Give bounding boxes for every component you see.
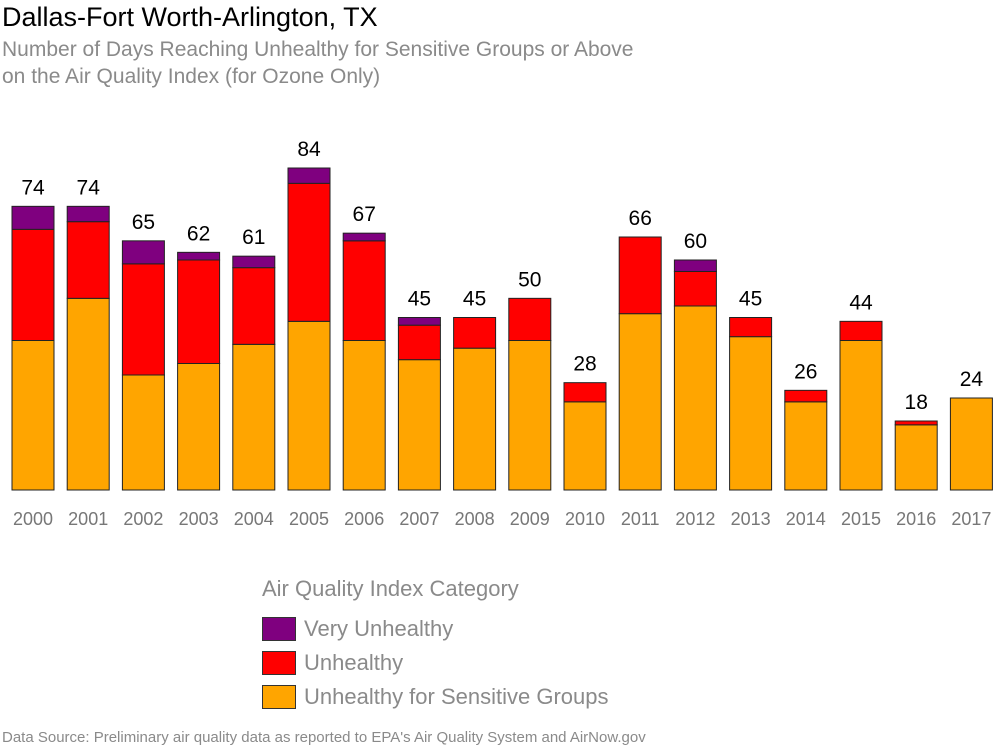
legend-item-unhealthy: Unhealthy: [262, 646, 609, 680]
legend-swatch-unhealthy-sensitive: [262, 685, 296, 709]
x-tick-label-2007: 2007: [399, 509, 439, 529]
legend-label-unhealthy-sensitive: Unhealthy for Sensitive Groups: [304, 684, 609, 709]
bar-segment-2007-unhealthy-for-sensitive-groups: [397, 359, 441, 491]
total-label-2017: 24: [960, 368, 984, 391]
x-tick-label-2010: 2010: [565, 509, 605, 529]
x-tick-label-2017: 2017: [951, 509, 991, 529]
legend-item-very-unhealthy: Very Unhealthy: [262, 612, 609, 646]
bar-segment-2013-unhealthy: [729, 317, 773, 338]
bar-segment-2003-unhealthy-for-sensitive-groups: [177, 363, 221, 491]
x-tick-label-2016: 2016: [896, 509, 936, 529]
x-tick-label-2014: 2014: [786, 509, 826, 529]
bar-segment-2002-very-unhealthy: [121, 240, 165, 265]
bar-segment-2004-unhealthy: [232, 267, 276, 345]
total-label-2006: 67: [353, 203, 376, 226]
total-label-2013: 45: [739, 288, 762, 311]
bar-segment-2005-unhealthy: [287, 182, 331, 322]
legend-swatch-very-unhealthy: [262, 617, 296, 641]
bar-segment-2008-unhealthy: [453, 317, 497, 349]
legend: Air Quality Index Category Very Unhealth…: [262, 576, 609, 714]
bar-segment-2001-very-unhealthy: [66, 205, 110, 223]
bar-segment-2016-unhealthy-for-sensitive-groups: [894, 424, 938, 491]
bar-segment-2005-unhealthy-for-sensitive-groups: [287, 320, 331, 491]
bar-segment-2000-unhealthy: [11, 228, 55, 341]
x-tick-label-2003: 2003: [179, 509, 219, 529]
bar-segment-2011-unhealthy-for-sensitive-groups: [618, 313, 662, 491]
x-tick-label-2008: 2008: [455, 509, 495, 529]
bar-segment-2012-unhealthy: [673, 271, 717, 307]
bar-segment-2009-unhealthy: [508, 297, 552, 342]
x-tick-label-2005: 2005: [289, 509, 329, 529]
bar-segment-2010-unhealthy: [563, 382, 607, 403]
bar-segment-2016-unhealthy: [894, 420, 938, 426]
bar-segment-2012-very-unhealthy: [673, 259, 717, 272]
x-tick-label-2013: 2013: [731, 509, 771, 529]
total-label-2004: 61: [242, 226, 265, 249]
x-tick-label-2004: 2004: [234, 509, 274, 529]
bar-segment-2003-unhealthy: [177, 259, 221, 364]
x-tick-label-2006: 2006: [344, 509, 384, 529]
bar-segment-2004-very-unhealthy: [232, 255, 276, 269]
legend-title: Air Quality Index Category: [262, 576, 519, 601]
total-label-2016: 18: [905, 391, 928, 414]
total-label-2010: 28: [573, 353, 596, 376]
total-label-2009: 50: [518, 268, 541, 291]
x-tick-label-2011: 2011: [621, 509, 660, 529]
total-label-2001: 74: [77, 176, 101, 199]
x-tick-label-2015: 2015: [841, 509, 881, 529]
bar-segment-2007-very-unhealthy: [397, 317, 441, 326]
subtitle-line-2: on the Air Quality Index (for Ozone Only…: [2, 65, 381, 88]
total-label-2015: 44: [849, 291, 873, 314]
total-label-2003: 62: [187, 222, 210, 245]
legend-swatch-unhealthy: [262, 651, 296, 675]
bar-segment-2014-unhealthy-for-sensitive-groups: [784, 401, 828, 491]
bar-segment-2012-unhealthy-for-sensitive-groups: [673, 305, 717, 491]
total-label-2008: 45: [463, 288, 486, 311]
bar-segment-2000-very-unhealthy: [11, 205, 55, 230]
total-label-2012: 60: [684, 230, 707, 253]
chart-subtitle: Number of Days Reaching Unhealthy for Se…: [2, 36, 762, 90]
bar-segment-2006-unhealthy-for-sensitive-groups: [342, 340, 386, 491]
bar-segment-2015-unhealthy-for-sensitive-groups: [839, 340, 883, 491]
bar-segment-2008-unhealthy-for-sensitive-groups: [453, 347, 497, 491]
total-label-2005: 84: [297, 138, 321, 161]
bar-segment-2000-unhealthy-for-sensitive-groups: [11, 340, 55, 491]
bar-segment-2002-unhealthy: [121, 263, 165, 376]
total-label-2011: 66: [629, 207, 652, 230]
data-source-note: Data Source: Preliminary air quality dat…: [2, 729, 646, 746]
bar-segment-2006-very-unhealthy: [342, 232, 386, 242]
bar-segment-2013-unhealthy-for-sensitive-groups: [729, 336, 773, 491]
chart-title: Dallas-Fort Worth-Arlington, TX: [2, 2, 378, 32]
x-tick-label-2009: 2009: [510, 509, 550, 529]
bar-segment-2001-unhealthy: [66, 221, 110, 299]
bar-segment-2009-unhealthy-for-sensitive-groups: [508, 340, 552, 491]
x-tick-label-2001: 2001: [68, 509, 108, 529]
bar-segment-2017-unhealthy-for-sensitive-groups: [949, 397, 993, 491]
x-tick-label-2012: 2012: [675, 509, 715, 529]
bar-segment-2015-unhealthy: [839, 320, 883, 342]
bar-segment-2011-unhealthy: [618, 236, 662, 315]
bar-segment-2004-unhealthy-for-sensitive-groups: [232, 343, 276, 491]
legend-label-unhealthy: Unhealthy: [304, 650, 404, 675]
total-label-2002: 65: [132, 211, 155, 234]
subtitle-line-1: Number of Days Reaching Unhealthy for Se…: [2, 38, 634, 61]
total-label-2014: 26: [794, 360, 817, 383]
bar-segment-2002-unhealthy-for-sensitive-groups: [121, 374, 165, 491]
bar-segment-2005-very-unhealthy: [287, 167, 331, 184]
bar-segment-2006-unhealthy: [342, 240, 386, 341]
legend-item-unhealthy-sensitive: Unhealthy for Sensitive Groups: [262, 680, 609, 714]
x-tick-label-2002: 2002: [123, 509, 163, 529]
total-label-2000: 74: [21, 176, 45, 199]
bar-segment-2001-unhealthy-for-sensitive-groups: [66, 297, 110, 491]
bar-segment-2007-unhealthy: [397, 324, 441, 361]
bar-segment-2014-unhealthy: [784, 389, 828, 403]
total-label-2007: 45: [408, 288, 431, 311]
bar-segment-2003-very-unhealthy: [177, 251, 221, 261]
x-tick-label-2000: 2000: [13, 509, 53, 529]
bar-segment-2010-unhealthy-for-sensitive-groups: [563, 401, 607, 491]
legend-label-very-unhealthy: Very Unhealthy: [304, 616, 454, 641]
stacked-bar-chart: 74 2000 74 2001 65 2002 62 2003 61 2004 84 2005 67 20…: [11, 138, 993, 529]
